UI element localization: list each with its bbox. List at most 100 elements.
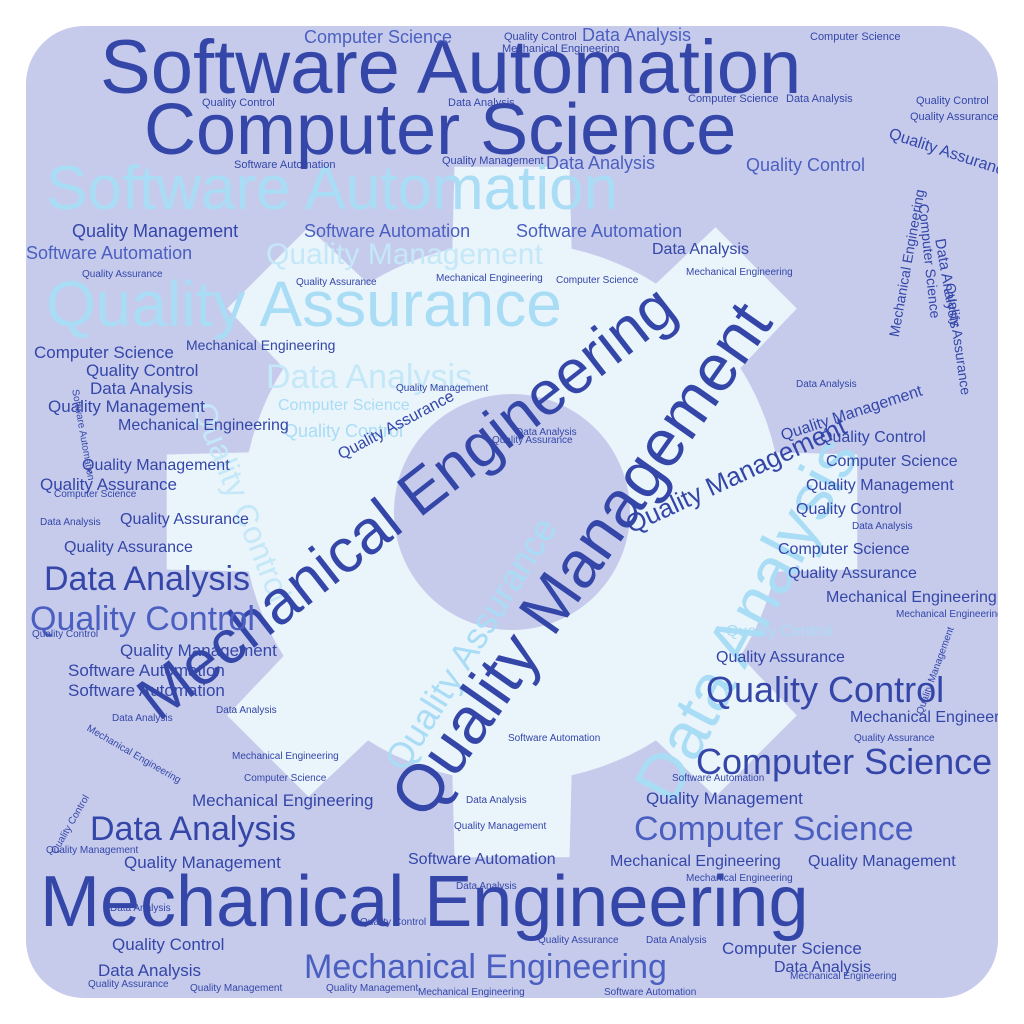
word: Mechanical Engineering	[686, 873, 793, 884]
word: Software Automation	[68, 681, 225, 700]
word: Computer Science	[278, 397, 410, 414]
word: Data Analysis	[786, 93, 853, 105]
word: Quality Assurance	[492, 435, 573, 446]
word: Quality Management	[806, 477, 954, 494]
word: Data Analysis	[216, 705, 277, 716]
word: Quality Assurance	[64, 539, 193, 556]
cloud-tile: Software Automation Quality Assurance Qu…	[26, 26, 998, 998]
word: Quality Control	[746, 155, 866, 175]
word: Mechanical Engineering	[40, 862, 809, 942]
word: Quality Management	[396, 383, 489, 394]
word: Data Analysis	[448, 97, 515, 109]
word: Data Analysis	[112, 713, 173, 724]
word: Computer Science	[688, 93, 779, 105]
word: Mechanical Engineering	[826, 589, 997, 606]
word: Quality Control	[916, 95, 989, 107]
word: Quality Control	[284, 421, 404, 441]
word: Data Analysis	[652, 241, 749, 258]
word: Quality Control	[504, 31, 577, 43]
word: Mechanical Engineering	[118, 417, 289, 434]
word: Data Analysis	[44, 560, 250, 598]
word: Quality Control	[202, 97, 275, 109]
word: Quality Management	[808, 853, 956, 870]
word: Computer Science	[778, 541, 910, 558]
word: Mechanical Engineering	[232, 751, 339, 762]
word: Quality Control	[360, 917, 427, 928]
word: Computer Science	[722, 939, 862, 958]
word: Quality Assurance	[538, 935, 619, 946]
word: Mechanical Engineering	[192, 791, 374, 810]
gear-icon	[166, 166, 858, 858]
word: Computer Science	[634, 810, 914, 848]
word: Software Automation	[604, 987, 697, 998]
word: Software Automation	[516, 221, 683, 241]
word: Quality Management	[48, 397, 205, 416]
word: Quality Assurance	[120, 511, 249, 528]
word: Data Analysis	[852, 521, 913, 532]
word: Data Analysis	[110, 903, 171, 914]
word: Data Analysis	[40, 517, 101, 528]
word: Data Analysis	[646, 935, 707, 946]
word: Mechanical Engineering	[790, 971, 897, 982]
word: Quality Management	[72, 221, 239, 241]
word: Quality Control	[30, 600, 255, 638]
word: Mechanical Engineering	[186, 337, 336, 353]
word: Quality Assurance	[788, 565, 917, 582]
word: Quality Management	[442, 155, 544, 167]
word: Quality Management	[120, 641, 277, 660]
word: Data Analysis	[90, 379, 193, 398]
word: Software Automation	[100, 26, 802, 110]
word: Computer Science	[304, 27, 453, 47]
word: Software Automation	[508, 733, 601, 744]
word: Data Analysis	[774, 959, 871, 976]
word: Software Automation	[304, 221, 471, 241]
word: Software Automation	[408, 851, 556, 868]
word: Mechanical Engineering	[850, 709, 998, 726]
word: Mechanical Engineering	[610, 853, 781, 870]
word: Quality Management	[190, 983, 283, 994]
word: Quality Control	[86, 361, 199, 380]
word: Software Automation	[26, 243, 193, 263]
word: Data Analysis	[582, 26, 692, 45]
word: Quality Assurance	[296, 277, 377, 288]
word: Data Analysis	[796, 379, 857, 390]
word: Quality Assurance	[910, 111, 998, 123]
word: Quality Assurance	[88, 979, 169, 990]
word: Mechanical Engineering	[502, 43, 620, 55]
word: Data Analysis	[516, 427, 577, 438]
word: Computer Science	[244, 773, 327, 784]
word: Quality Assurance	[82, 269, 163, 280]
word: Quality Management	[82, 457, 230, 474]
word: Computer Science	[54, 489, 137, 500]
word: Quality Management	[454, 821, 547, 832]
word: Quality Control	[820, 429, 926, 446]
word: Quality Management	[46, 845, 139, 856]
word: Data Analysis	[546, 153, 656, 173]
word: Mechanical Engineering	[436, 273, 543, 284]
word: Quality Control	[796, 501, 902, 518]
word: Quality Assurance	[40, 475, 178, 494]
word: Quality Management	[326, 983, 419, 994]
word: Software Automation	[672, 773, 765, 784]
word: Data Analysis	[266, 358, 472, 396]
word: Computer Science	[826, 453, 958, 470]
word: Computer Science	[696, 741, 993, 782]
word: Computer Science	[810, 31, 901, 43]
word: Mechanical Engineering	[896, 609, 998, 620]
gear-outline	[166, 166, 858, 858]
word: Data Analysis	[466, 795, 527, 806]
word: Quality Control	[706, 669, 945, 710]
word: Computer Science	[34, 343, 174, 362]
word: Quality Control	[726, 623, 832, 640]
word: Mechanical Engineering	[686, 267, 793, 278]
word: Computer Science	[556, 275, 639, 286]
word: Quality Management	[646, 789, 803, 808]
word: Data Analysis	[456, 881, 517, 892]
word: Quality Assurance	[46, 268, 562, 340]
word: Quality Management	[124, 853, 281, 872]
word: Quality Assurance	[716, 649, 845, 666]
word: Quality Control	[112, 935, 225, 954]
word: Quality Control	[32, 629, 99, 640]
word: Software Automation	[46, 154, 619, 223]
